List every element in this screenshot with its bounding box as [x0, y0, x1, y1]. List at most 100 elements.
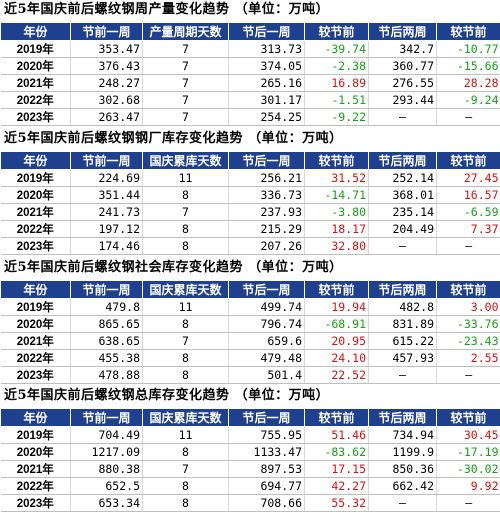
after-week2-cell: – [369, 495, 437, 512]
before-cell: 174.46 [71, 238, 143, 255]
before-cell: 1217.09 [71, 444, 143, 461]
after-week2-cell: 252.14 [369, 170, 437, 187]
after-week1-cell: 708.66 [229, 495, 305, 512]
column-header: 年份 [1, 23, 71, 41]
change-week2-cell: 16.57 [437, 187, 500, 204]
days-cell: 8 [143, 350, 229, 367]
change-week1-cell: -2.38 [305, 58, 369, 75]
after-week1-cell: 897.53 [229, 461, 305, 478]
after-week1-cell: 237.93 [229, 204, 305, 221]
after-week1-cell: 254.25 [229, 109, 305, 126]
before-cell: 455.38 [71, 350, 143, 367]
before-cell: 353.47 [71, 41, 143, 58]
before-cell: 197.12 [71, 221, 143, 238]
after-week1-cell: 207.26 [229, 238, 305, 255]
year-cell: 2022年 [1, 478, 71, 495]
column-header: 较节前 [305, 152, 369, 170]
after-week1-cell: 694.77 [229, 478, 305, 495]
days-cell: 7 [143, 204, 229, 221]
days-cell: 7 [143, 75, 229, 92]
change-week1-cell: 22.52 [305, 367, 369, 384]
days-cell: 7 [143, 41, 229, 58]
before-cell: 479.8 [71, 299, 143, 316]
column-header: 年份 [1, 152, 71, 170]
change-week2-cell: – [437, 367, 500, 384]
year-cell: 2020年 [1, 58, 71, 75]
change-week1-cell: 17.15 [305, 461, 369, 478]
after-week1-cell: 215.29 [229, 221, 305, 238]
change-week1-cell: -68.91 [305, 316, 369, 333]
days-cell: 8 [143, 316, 229, 333]
after-week2-cell: 734.94 [369, 427, 437, 444]
column-header: 年份 [1, 281, 71, 299]
change-week2-cell: -15.66 [437, 58, 500, 75]
column-header: 较节前 [437, 23, 500, 41]
after-week1-cell: 796.74 [229, 316, 305, 333]
year-cell: 2020年 [1, 444, 71, 461]
change-week1-cell: -3.80 [305, 204, 369, 221]
change-week1-cell: 51.46 [305, 427, 369, 444]
days-cell: 7 [143, 92, 229, 109]
after-week1-cell: 1133.47 [229, 444, 305, 461]
before-cell: 478.88 [71, 367, 143, 384]
year-cell: 2023年 [1, 367, 71, 384]
change-week1-cell: 16.89 [305, 75, 369, 92]
before-cell: 224.69 [71, 170, 143, 187]
year-cell: 2019年 [1, 41, 71, 58]
column-header: 节后一周 [229, 152, 305, 170]
days-cell: 11 [143, 299, 229, 316]
after-week1-cell: 499.74 [229, 299, 305, 316]
column-header: 节前一周 [71, 409, 143, 427]
before-cell: 653.34 [71, 495, 143, 512]
after-week1-cell: 313.73 [229, 41, 305, 58]
year-cell: 2022年 [1, 221, 71, 238]
section-title: 近5年国庆前后螺纹钢总库存变化趋势 （单位：万吨） [4, 386, 329, 406]
change-week2-cell: -9.24 [437, 92, 500, 109]
column-header: 年份 [1, 409, 71, 427]
year-cell: 2021年 [1, 75, 71, 92]
after-week2-cell: 662.42 [369, 478, 437, 495]
column-header: 较节前 [305, 23, 369, 41]
before-cell: 351.44 [71, 187, 143, 204]
column-header: 节前一周 [71, 281, 143, 299]
change-week2-cell: 30.45 [437, 427, 500, 444]
change-week2-cell: 3.00 [437, 299, 500, 316]
change-week1-cell: 55.32 [305, 495, 369, 512]
column-header: 节前一周 [71, 23, 143, 41]
column-header: 节前一周 [71, 152, 143, 170]
days-cell: 7 [143, 461, 229, 478]
column-header: 较节前 [305, 409, 369, 427]
change-week2-cell: 2.55 [437, 350, 500, 367]
after-week2-cell: 850.36 [369, 461, 437, 478]
column-header: 较节前 [437, 152, 500, 170]
after-week2-cell: 293.44 [369, 92, 437, 109]
change-week2-cell: 28.28 [437, 75, 500, 92]
after-week2-cell: 831.89 [369, 316, 437, 333]
days-cell: 8 [143, 367, 229, 384]
after-week2-cell: 360.77 [369, 58, 437, 75]
change-week2-cell: 27.45 [437, 170, 500, 187]
header-row: 年份节前一周国庆累库天数节后一周较节前节后两周较节前 [1, 281, 500, 299]
change-week1-cell: 24.10 [305, 350, 369, 367]
change-week1-cell: 42.27 [305, 478, 369, 495]
change-week1-cell: -39.74 [305, 41, 369, 58]
before-cell: 376.43 [71, 58, 143, 75]
year-cell: 2022年 [1, 92, 71, 109]
column-header: 节后两周 [369, 281, 437, 299]
days-cell: 7 [143, 109, 229, 126]
section-title: 近5年国庆前后螺纹钢周产量变化趋势 （单位：万吨） [4, 0, 329, 20]
after-week2-cell: 204.49 [369, 221, 437, 238]
days-cell: 8 [143, 187, 229, 204]
change-week1-cell: -14.71 [305, 187, 369, 204]
year-cell: 2023年 [1, 238, 71, 255]
